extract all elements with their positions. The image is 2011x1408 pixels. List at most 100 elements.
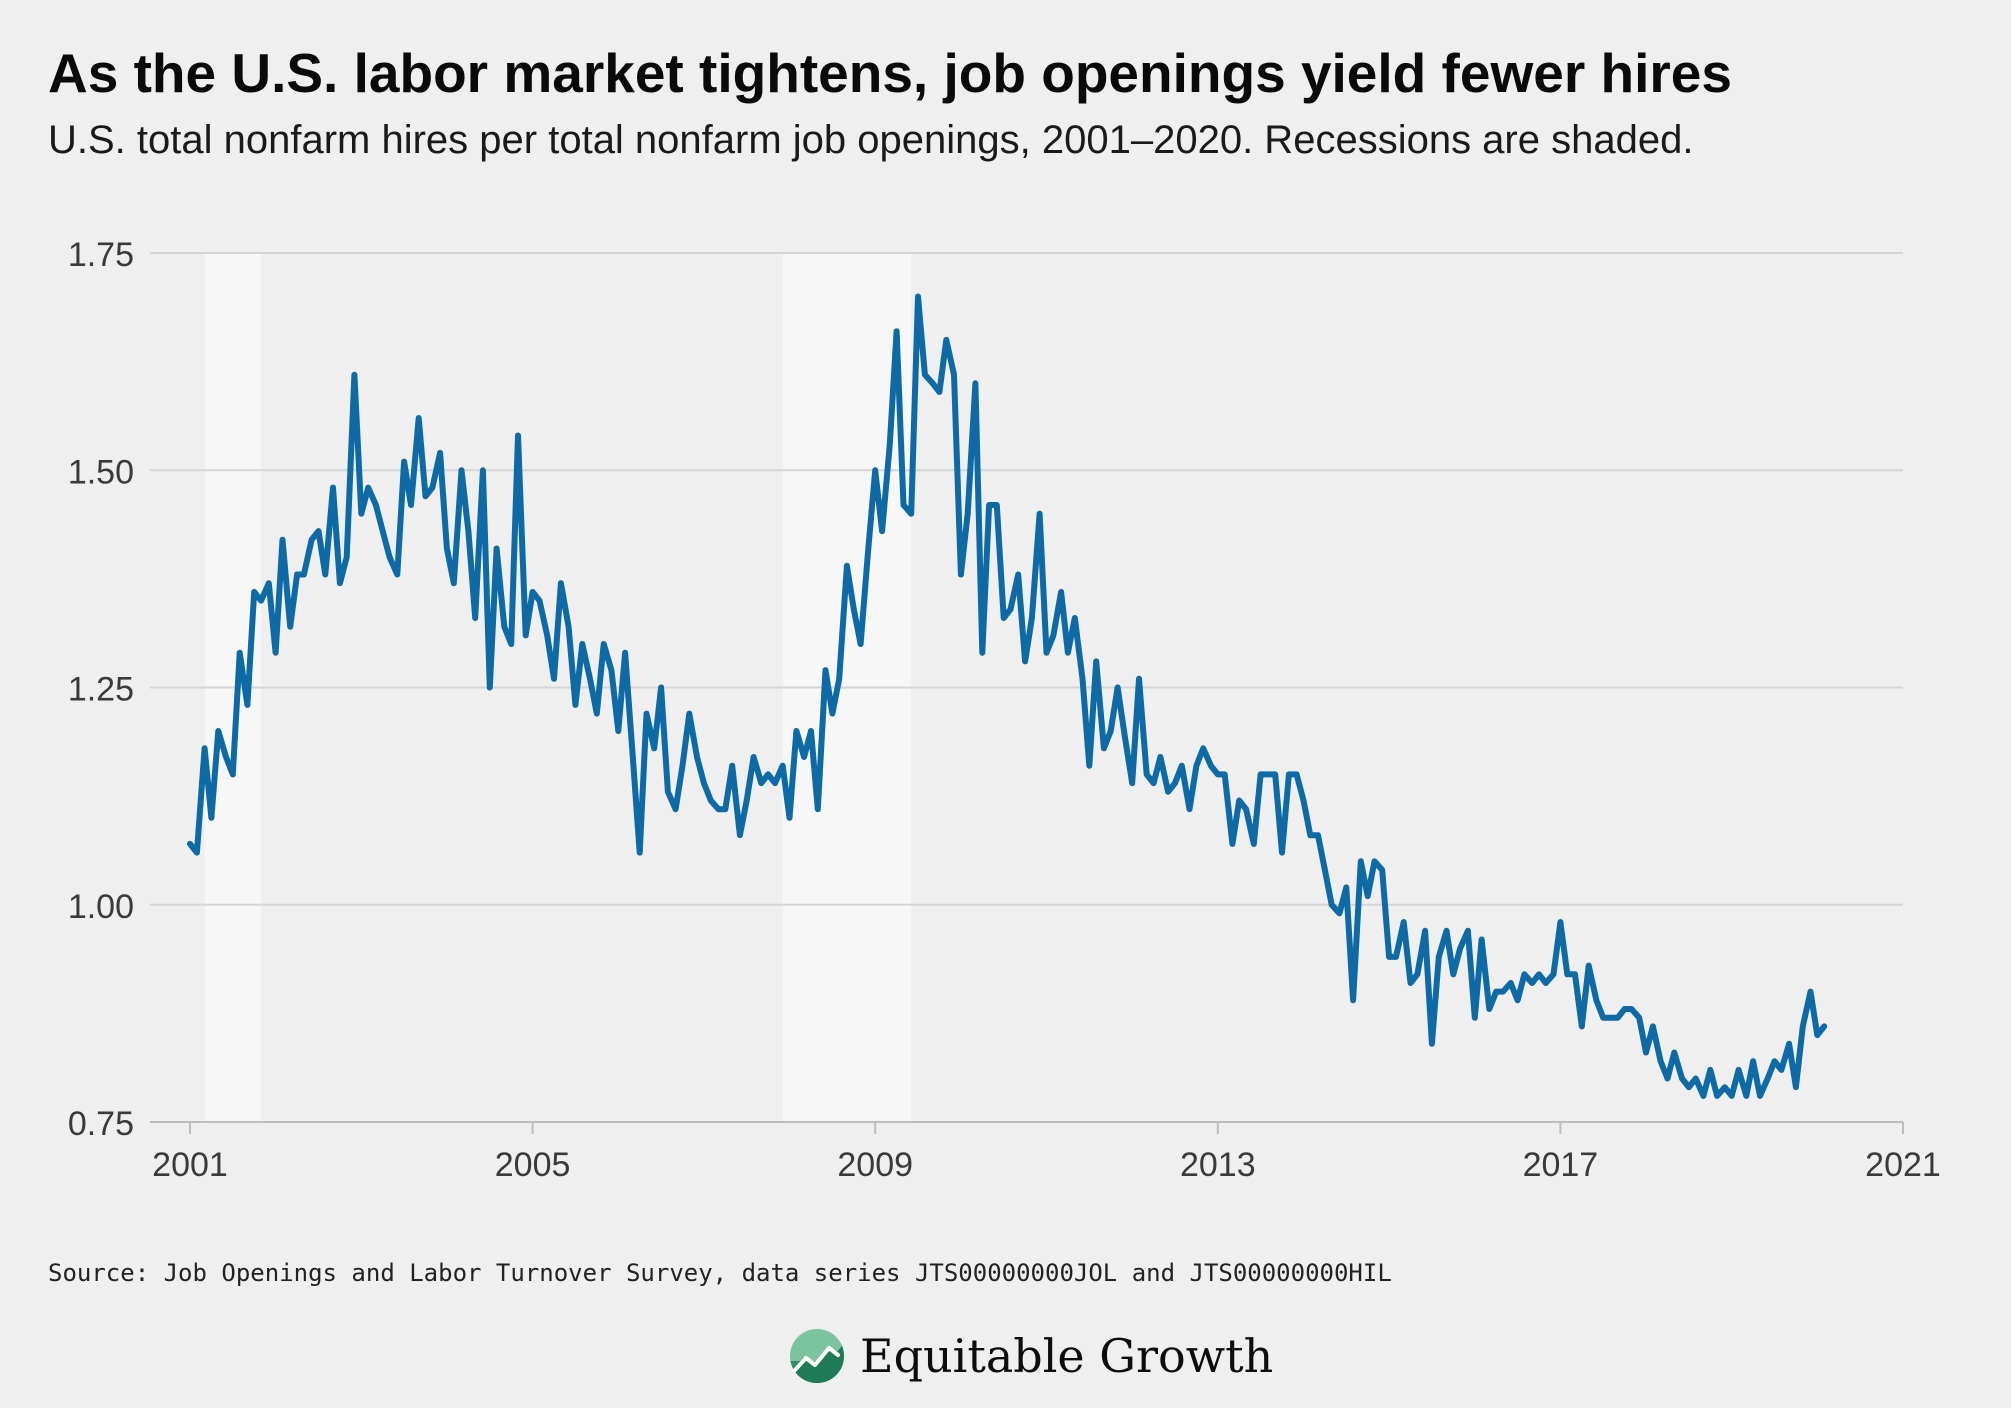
data-point — [615, 728, 621, 734]
data-point — [1350, 997, 1356, 1003]
data-point — [929, 380, 936, 386]
data-point — [1465, 928, 1471, 934]
data-point — [1050, 632, 1056, 638]
data-point — [572, 702, 579, 708]
data-point — [1593, 997, 1599, 1003]
axes: 0.75 1.00 1.25 1.50 1.75 2001 2005 2009 2013 2017… — [68, 236, 1941, 1184]
data-point — [194, 850, 200, 856]
data-point — [908, 511, 914, 517]
data-point — [737, 832, 743, 838]
growth-globe-icon — [790, 1329, 844, 1383]
data-point — [1529, 980, 1535, 986]
data-point — [1307, 832, 1313, 838]
data-point — [1564, 971, 1570, 977]
data-point — [1679, 1075, 1685, 1082]
data-point — [722, 806, 728, 812]
data-point — [1572, 971, 1578, 977]
data-point — [1457, 945, 1463, 951]
x-tick-label: 2009 — [837, 1146, 913, 1184]
data-point — [1700, 1093, 1707, 1099]
data-point — [601, 641, 607, 647]
data-point — [815, 806, 821, 812]
data-point — [544, 632, 550, 638]
data-point — [501, 624, 507, 630]
data-point — [1079, 676, 1086, 682]
data-point — [1800, 1023, 1806, 1030]
data-point — [1122, 737, 1128, 743]
data-point — [244, 702, 250, 708]
data-point — [658, 684, 664, 691]
data-point — [1707, 1067, 1713, 1073]
data-point — [943, 337, 949, 343]
series-layer — [187, 293, 1828, 1099]
data-point — [1771, 1058, 1778, 1064]
data-point — [994, 502, 1000, 508]
data-point — [365, 485, 371, 491]
data-point — [337, 580, 343, 586]
data-point — [330, 485, 336, 491]
data-point — [637, 850, 643, 856]
data-point — [380, 528, 386, 534]
data-point — [1821, 1023, 1827, 1030]
data-point — [694, 754, 700, 760]
data-point — [630, 754, 636, 760]
data-point — [279, 537, 286, 543]
data-point — [1193, 763, 1199, 769]
data-point — [386, 554, 393, 560]
data-point — [608, 667, 614, 673]
data-point — [1664, 1075, 1671, 1082]
data-point — [1401, 919, 1407, 925]
data-point — [416, 415, 422, 421]
data-point — [1729, 1093, 1735, 1099]
data-point — [594, 710, 600, 717]
data-point — [1579, 1023, 1585, 1030]
data-point — [472, 615, 478, 621]
data-point — [309, 537, 315, 543]
y-tick-label: 1.50 — [68, 453, 134, 491]
data-point — [1029, 615, 1035, 621]
data-point — [801, 754, 807, 760]
data-point — [1493, 989, 1499, 995]
data-point — [965, 511, 971, 517]
data-point — [579, 641, 585, 647]
data-point — [344, 554, 350, 560]
data-point — [1607, 1015, 1613, 1021]
data-point — [665, 789, 671, 795]
data-point — [744, 797, 750, 804]
data-point — [1479, 936, 1485, 943]
data-point — [1500, 989, 1506, 995]
data-point — [587, 676, 593, 682]
data-point — [1443, 928, 1450, 934]
data-point — [373, 502, 379, 508]
data-point — [201, 745, 208, 751]
data-point — [900, 502, 907, 508]
data-point — [1200, 745, 1206, 751]
data-point — [1108, 728, 1114, 734]
data-point — [1007, 606, 1014, 612]
data-point — [1743, 1093, 1749, 1099]
data-point — [1414, 971, 1420, 977]
data-point — [622, 650, 628, 656]
data-point — [844, 563, 850, 569]
data-point — [1658, 1058, 1664, 1064]
data-point — [1072, 615, 1078, 621]
data-point — [1536, 971, 1542, 977]
data-point — [1386, 954, 1392, 960]
data-point — [1179, 763, 1185, 769]
data-point — [215, 728, 221, 734]
data-point — [480, 467, 486, 473]
data-point — [715, 806, 722, 812]
data-point — [1336, 910, 1343, 917]
data-point — [986, 502, 992, 508]
data-point — [565, 624, 572, 630]
data-point — [872, 467, 878, 473]
data-point — [351, 372, 358, 378]
data-point — [651, 745, 657, 751]
x-tick-label: 2005 — [495, 1146, 571, 1184]
data-point — [1215, 771, 1221, 778]
data-point — [1407, 980, 1414, 986]
data-point — [1765, 1075, 1771, 1082]
data-point — [1714, 1093, 1720, 1099]
data-point — [750, 754, 757, 760]
